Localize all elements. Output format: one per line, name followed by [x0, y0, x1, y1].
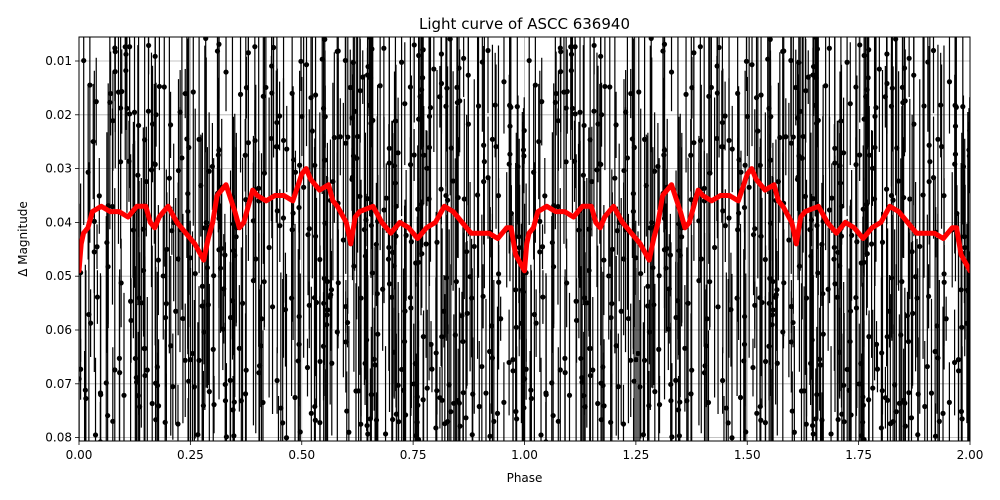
y-axis-ticks: 0.01 0.02 0.03 0.04 0.05 0.06 0.07 0.08	[45, 54, 79, 445]
x-tick-label: 0.75	[400, 448, 427, 462]
x-tick-label: 1.25	[623, 448, 650, 462]
y-axis-label: Δ Magnitude	[16, 201, 30, 277]
chart-title: Light curve of ASCC 636940	[419, 15, 630, 33]
y-tick-label: 0.07	[45, 377, 72, 391]
y-tick-label: 0.05	[45, 269, 72, 283]
y-tick-label: 0.02	[45, 108, 72, 122]
x-tick-label: 0.50	[288, 448, 315, 462]
x-axis-label: Phase	[507, 471, 543, 485]
x-tick-label: 1.50	[734, 448, 761, 462]
smoothed-curve	[79, 166, 970, 274]
y-tick-label: 0.06	[45, 323, 72, 337]
x-tick-label: 0.00	[66, 448, 93, 462]
x-tick-label: 1.75	[845, 448, 872, 462]
y-tick-label: 0.08	[45, 431, 72, 445]
x-tick-label: 1.00	[511, 448, 538, 462]
y-tick-label: 0.04	[45, 215, 72, 229]
y-tick-label: 0.03	[45, 162, 72, 176]
y-tick-label: 0.01	[45, 54, 72, 68]
x-tick-label: 0.25	[177, 448, 204, 462]
x-axis-ticks: 0.00 0.25 0.50 0.75 1.00 1.25 1.50 1.75 2.00	[66, 441, 984, 462]
x-tick-label: 2.00	[957, 448, 984, 462]
